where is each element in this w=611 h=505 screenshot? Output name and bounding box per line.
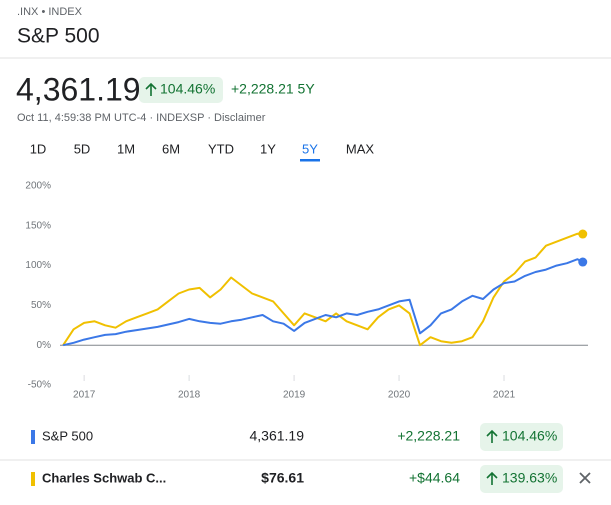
y-tick-label: 100%	[25, 260, 51, 271]
tab[interactable]: 1D	[30, 141, 47, 156]
row-price: 4,361.19	[250, 428, 305, 444]
legend-name: Charles Schwab C...	[42, 470, 166, 485]
y-tick-label: 200%	[25, 181, 51, 192]
chart: -50% 0% 50% 100% 150% 200% 2017 2018 2019 2020 202…	[25, 181, 588, 401]
tab[interactable]: 6M	[162, 141, 180, 156]
y-tick-label: 50%	[31, 300, 51, 311]
y-tick-label: 0%	[37, 340, 52, 351]
meta: Oct 11, 4:59:38 PM UTC-4 · INDEXSP · Dis…	[17, 112, 266, 124]
tab[interactable]: 5Y	[302, 141, 318, 156]
x-tick-label: 2018	[178, 390, 201, 401]
row-percent: 104.46%	[502, 428, 557, 444]
tab[interactable]: MAX	[346, 141, 375, 156]
tab[interactable]: 1M	[117, 141, 135, 156]
row-price: $76.61	[261, 470, 304, 486]
x-tick-label: 2017	[73, 390, 96, 401]
change: +2,228.21 5Y	[231, 81, 315, 97]
x-tick-label: 2021	[493, 390, 516, 401]
x-tick-label: 2019	[283, 390, 306, 401]
tab[interactable]: YTD	[208, 141, 234, 156]
row-badge	[480, 423, 563, 451]
tab[interactable]: 1Y	[260, 141, 276, 156]
tabs: 1D 5D 1M 6M YTD 1Y 5Y MAX	[30, 141, 375, 162]
price: 4,361.19	[16, 71, 141, 107]
ticker: .INX • INDEX	[17, 6, 83, 18]
legend-swatch	[31, 430, 35, 444]
comparison-list: S&P 500 4,361.19 +2,228.21 104.46% Charles S…	[31, 423, 563, 493]
y-tick-label: 150%	[25, 220, 51, 231]
title: S&P 500	[17, 25, 100, 48]
y-tick-label: -50%	[28, 380, 51, 391]
tab-underline	[300, 159, 320, 162]
change-badge	[139, 77, 223, 103]
legend-name: S&P 500	[42, 428, 93, 443]
series-line	[62, 232, 583, 347]
row-percent: 139.63%	[502, 470, 557, 486]
up-arrow	[145, 82, 157, 96]
end-dot	[578, 229, 588, 239]
series-line	[62, 258, 584, 347]
row-change: +$44.64	[409, 470, 460, 486]
x-tick-label: 2020	[388, 390, 411, 401]
end-dot	[578, 257, 588, 267]
legend-swatch	[31, 472, 35, 486]
change-percent: 104.46%	[160, 81, 215, 97]
row-badge	[480, 465, 563, 493]
tab[interactable]: 5D	[74, 141, 91, 156]
row-change: +2,228.21	[397, 428, 460, 444]
close-button[interactable]	[579, 472, 591, 484]
up-arrow	[486, 471, 498, 485]
up-arrow	[486, 429, 498, 443]
